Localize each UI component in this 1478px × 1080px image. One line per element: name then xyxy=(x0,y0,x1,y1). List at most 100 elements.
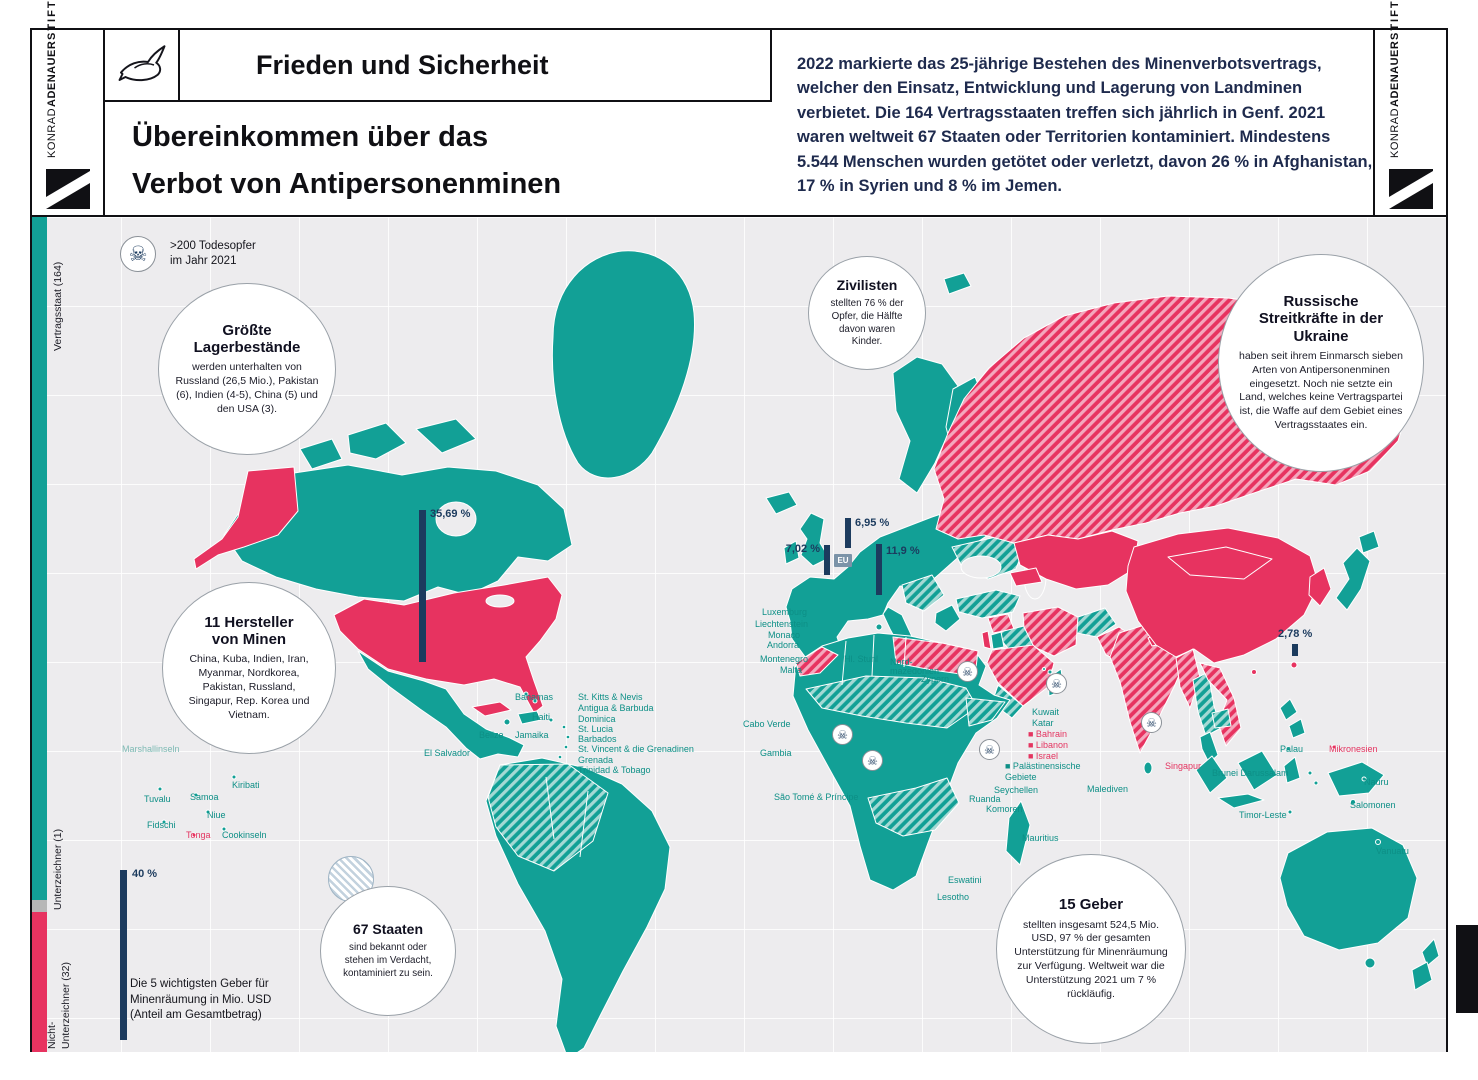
country-iceland xyxy=(765,491,798,515)
map-label-haiti: Haiti xyxy=(532,712,551,722)
skull-glyph: ☠ xyxy=(962,664,973,679)
callout-civilians-title: Zivilisten xyxy=(836,276,898,293)
map-label-nauru: Nauru xyxy=(1364,777,1389,787)
skull-icon-nigeria: ☠ xyxy=(862,750,883,771)
donor-bar-norway-label: 6,95 % xyxy=(855,517,890,529)
contaminated-andes xyxy=(487,763,609,872)
page-frame: KONRAD ADENAUER STIFTUNG Frieden und Sic… xyxy=(30,0,1448,1052)
kas-logo-icon xyxy=(1389,169,1433,209)
map-label-barbados: Barbados xyxy=(578,734,617,744)
page-title-line2: Verbot von Antipersonenminen xyxy=(132,167,562,200)
kas-word-stiftung: STIFTUNG xyxy=(1389,0,1401,40)
map-label-el-salvador: El Salvador xyxy=(424,748,471,758)
map-label-trinidad: Trinidad & Tobago xyxy=(578,765,651,775)
callout-contaminated-title: 67 Staaten xyxy=(352,921,424,938)
kicker-title: Frieden und Sicherheit xyxy=(256,49,549,80)
legend-segment-treaty xyxy=(32,217,47,900)
callout-producers-body: China, Kuba, Indien, Iran, Myanmar, Nord… xyxy=(188,653,310,721)
map-label-ruanda: Ruanda xyxy=(969,794,1001,804)
country-australia xyxy=(1279,827,1418,951)
kas-word-adenauer: ADENAUER xyxy=(46,40,58,107)
region-south-america xyxy=(485,757,671,1052)
page-title-line1: Übereinkommen über das xyxy=(132,121,489,153)
region-north-america xyxy=(193,250,696,760)
skull-glyph: ☠ xyxy=(867,753,878,768)
donor-bar-japan-label: 2,78 % xyxy=(1278,628,1313,640)
region-africa xyxy=(792,632,1031,891)
callout-producers: 11 Hersteller von Minen China, Kuba, Ind… xyxy=(162,582,336,754)
page-title: Übereinkommen über das Verbot von Antipe… xyxy=(132,114,561,208)
donor-bar-japan xyxy=(1292,644,1298,656)
hudson-bay xyxy=(435,501,477,537)
contaminated-southern-africa xyxy=(867,777,960,837)
map-label-eswatini: Eswatini xyxy=(948,875,982,885)
contaminated-balkans xyxy=(901,574,945,612)
country-jordan xyxy=(990,631,1005,650)
map-label-grenada: Grenada xyxy=(578,755,614,765)
country-mongolia xyxy=(1167,546,1273,580)
skull-icon-yemen: ☠ xyxy=(979,739,1000,760)
callout-stockpiles-title: Größte Lagerbestände xyxy=(193,321,301,356)
map-label-luxemburg: Luxemburg xyxy=(762,607,808,617)
country-cambodia xyxy=(1211,708,1232,729)
skull-glyph: ☠ xyxy=(1051,676,1062,691)
country-scandinavia xyxy=(892,356,959,494)
country-iran xyxy=(1022,606,1079,657)
callout-russia-title: Russische Streitkräfte in der Ukraine xyxy=(1258,293,1384,345)
country-alaska-usa xyxy=(193,466,299,570)
country-new-zealand-north xyxy=(1421,938,1440,967)
region-oceania xyxy=(157,744,1440,991)
skull-icon-myanmar: ☠ xyxy=(1141,712,1162,733)
skull-glyph: ☠ xyxy=(1146,715,1157,730)
country-koreas xyxy=(1308,567,1332,607)
kas-logo-icon xyxy=(46,169,90,209)
map-label-tuvalu: Tuvalu xyxy=(144,794,171,804)
callout-producers-title: 11 Hersteller von Minen xyxy=(204,613,294,648)
donor-scale-bar xyxy=(120,870,127,1040)
kas-word-konrad: KONRAD xyxy=(1389,107,1401,158)
callout-donors: 15 Geber stellten insgesamt 524,5 Mio. U… xyxy=(996,854,1186,1044)
map-label-sao-tome: São Tomé & Príncipe xyxy=(774,792,859,802)
status-legend-bar xyxy=(32,217,47,1052)
black-sea xyxy=(960,555,1002,579)
legend-segment-non-signatory xyxy=(32,912,47,1052)
kas-logo-left: KONRAD ADENAUER STIFTUNG xyxy=(32,0,105,217)
region-asia xyxy=(933,295,1411,775)
callout-contaminated: 67 Staaten sind bekannt oder stehen im V… xyxy=(320,886,456,1016)
callout-stockpiles-body: werden unterhalten von Russland (26,5 Mi… xyxy=(175,361,319,415)
skull-icon-legend: ☠ xyxy=(120,236,156,272)
country-turkey xyxy=(955,589,1021,619)
country-afghanistan xyxy=(1076,607,1117,638)
map-label-vanuatu: Vanuatu xyxy=(1376,846,1409,856)
callout-donors-title: 15 Geber xyxy=(1058,896,1124,914)
kas-word-stiftung: STIFTUNG xyxy=(46,0,58,40)
map-label-montenegro: Montenegro xyxy=(760,654,809,664)
map-label-salomonen: Salomonen xyxy=(1350,800,1396,810)
country-saudi-arabia xyxy=(986,644,1055,707)
map-label-belize: Belize xyxy=(479,730,504,740)
donor-caption: Die 5 wichtigsten Geber für Minenräumung… xyxy=(130,978,272,1022)
contaminated-sahel xyxy=(805,675,978,729)
world-map xyxy=(157,250,1440,1052)
map-label-cookinseln: Cookinseln xyxy=(222,830,267,840)
page-edge-tab xyxy=(1456,925,1478,1013)
country-new-guinea xyxy=(1327,761,1385,797)
kas-word-adenauer: ADENAUER xyxy=(1389,40,1401,107)
kas-logo-text: KONRAD ADENAUER STIFTUNG xyxy=(1389,0,1402,158)
country-cuba xyxy=(471,701,512,717)
country-ireland xyxy=(783,540,800,565)
donor-bar-eu-label: 11,9 % xyxy=(886,545,920,557)
map-label-seychellen: Seychellen xyxy=(994,785,1039,795)
dove-icon xyxy=(118,45,165,82)
country-greenland xyxy=(551,250,696,479)
callout-russia: Russische Streitkräfte in der Ukraine ha… xyxy=(1218,254,1424,472)
kas-word-konrad: KONRAD xyxy=(46,107,58,158)
donor-scale-label: 40 % xyxy=(132,868,158,880)
kas-logo-right: KONRAD ADENAUER STIFTUNG xyxy=(1373,0,1446,217)
map-label-jamaika: Jamaika xyxy=(515,730,549,740)
map-label-nordmazedonien-1: Nord- xyxy=(890,657,913,667)
great-lakes xyxy=(485,594,515,608)
map-label-mauritius: Mauritius xyxy=(1022,833,1059,843)
callout-civilians: Zivilisten stellten 76 % der Opfer, die … xyxy=(808,256,926,370)
map-label-hl-stuhl: Hl. Stuhl xyxy=(844,654,879,664)
